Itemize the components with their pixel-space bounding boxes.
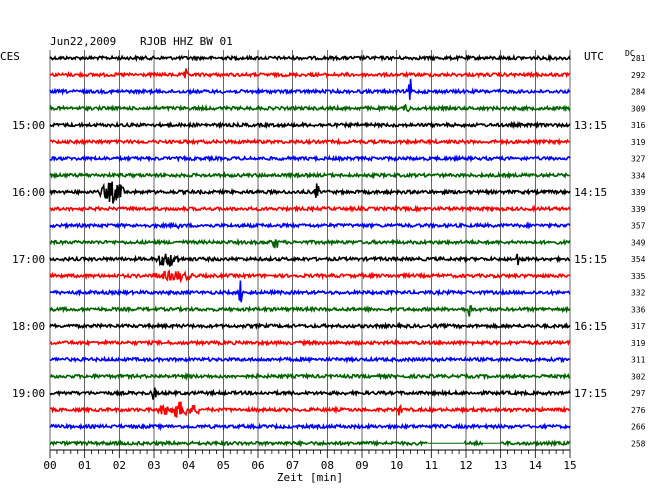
seismic-trace — [49, 221, 571, 230]
seismic-trace — [49, 387, 571, 400]
dc-value-label: 317 — [631, 322, 646, 331]
x-tick-label: 12 — [459, 459, 472, 472]
seismic-trace — [49, 439, 571, 448]
left-timezone-label: CES — [0, 50, 20, 63]
seismic-trace — [49, 154, 571, 163]
x-tick-label: 06 — [251, 459, 264, 472]
trace-group — [49, 53, 571, 448]
seismic-trace — [49, 137, 571, 146]
dc-value-label: 316 — [631, 121, 646, 130]
dc-value-label: 311 — [631, 356, 646, 365]
dc-header-label: DC — [625, 49, 635, 58]
dc-value-label: 339 — [631, 188, 646, 197]
seismic-trace — [49, 204, 571, 214]
seismic-trace — [49, 422, 571, 432]
seismic-trace — [49, 253, 571, 267]
dc-value-label: 327 — [631, 155, 646, 164]
x-tick-label: 04 — [182, 459, 196, 472]
seismic-trace — [49, 401, 571, 418]
seismic-trace — [49, 53, 571, 63]
seismic-trace — [49, 237, 571, 249]
dc-value-label: 319 — [631, 339, 646, 348]
dc-value-label: 281 — [631, 54, 646, 63]
seismic-trace — [49, 321, 571, 331]
x-tick-label: 10 — [390, 459, 403, 472]
dc-value-label: 336 — [631, 305, 646, 314]
dc-value-label: 258 — [631, 439, 646, 448]
dc-value-label: 297 — [631, 389, 646, 398]
dc-value-label: 335 — [631, 272, 646, 281]
dc-value-label: 334 — [631, 171, 646, 180]
seismic-trace — [49, 371, 571, 381]
x-tick-label: 07 — [286, 459, 299, 472]
seismic-trace — [49, 355, 571, 364]
x-tick-label: 02 — [113, 459, 126, 472]
seismic-trace — [49, 78, 571, 100]
dc-value-label: 266 — [631, 423, 646, 432]
x-tick-label: 00 — [43, 459, 56, 472]
x-tick-label: 13 — [494, 459, 507, 472]
axis-labels: 00 01 02 03 04 05 06 07 08 09 10 11 12 13 14 15 281 292 28… — [12, 54, 646, 472]
dc-value-label: 339 — [631, 205, 646, 214]
right-hour-label: 17:15 — [574, 387, 607, 400]
seismic-trace — [49, 304, 571, 317]
chart-station: RJOB HHZ BW 01 — [140, 35, 233, 48]
dc-value-label: 332 — [631, 289, 646, 298]
x-tick-label: 08 — [321, 459, 334, 472]
seismic-trace — [49, 181, 571, 204]
dc-value-label: 284 — [631, 88, 646, 97]
right-timezone-label: UTC — [584, 50, 604, 63]
left-hour-label: 16:00 — [12, 186, 45, 199]
x-tick-label: 01 — [78, 459, 91, 472]
x-tick-label: 09 — [355, 459, 368, 472]
dc-value-label: 354 — [631, 255, 646, 264]
dc-value-label: 276 — [631, 406, 646, 415]
x-tick-label: 03 — [147, 459, 160, 472]
seismic-trace — [49, 338, 571, 347]
dc-value-label: 292 — [631, 71, 646, 80]
x-tick-label: 05 — [217, 459, 230, 472]
right-hour-label: 15:15 — [574, 253, 607, 266]
left-hour-label: 19:00 — [12, 387, 45, 400]
seismic-trace — [49, 103, 571, 113]
left-hour-label: 17:00 — [12, 253, 45, 266]
dc-value-label: 302 — [631, 372, 646, 381]
chart-date: Jun22,2009 — [50, 35, 116, 48]
seismic-trace — [49, 280, 571, 303]
x-tick-label: 14 — [529, 459, 543, 472]
dc-value-label: 319 — [631, 138, 646, 147]
seismic-trace — [49, 120, 571, 130]
x-tick-label: 15 — [563, 459, 576, 472]
right-hour-label: 13:15 — [574, 119, 607, 132]
dc-value-label: 357 — [631, 222, 646, 231]
dc-value-label: 309 — [631, 104, 646, 113]
left-hour-label: 18:00 — [12, 320, 45, 333]
right-hour-label: 14:15 — [574, 186, 607, 199]
left-hour-label: 15:00 — [12, 119, 45, 132]
x-axis-title: Zeit [min] — [277, 471, 343, 484]
x-tick-label: 11 — [425, 459, 438, 472]
right-hour-label: 16:15 — [574, 320, 607, 333]
seismic-trace — [49, 269, 571, 284]
dc-value-label: 349 — [631, 238, 646, 247]
seismic-trace — [49, 68, 571, 79]
time-gridlines — [49, 50, 571, 458]
seismic-trace — [49, 170, 570, 180]
